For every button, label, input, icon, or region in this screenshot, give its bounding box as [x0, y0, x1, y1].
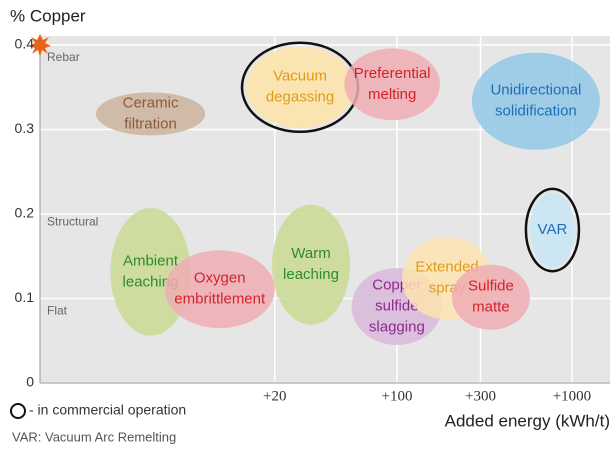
x-tick-label: +100	[382, 388, 413, 404]
item-label: slagging	[369, 318, 425, 335]
y-axis-label: % Copper	[10, 6, 86, 25]
range-ellipse	[344, 48, 440, 121]
item-label: embrittlement	[174, 291, 266, 308]
marks: Ceramic filtration Ambient leaching Oxygen em…	[95, 41, 600, 345]
item-label: Warm	[291, 245, 330, 262]
item-label: solidification	[495, 103, 577, 120]
range-ellipse	[272, 204, 350, 325]
legend-symbol	[10, 403, 26, 419]
item-label: Ceramic	[123, 94, 179, 111]
range-ellipse	[471, 52, 600, 150]
item-label: filtration	[124, 115, 177, 132]
item-label: Ambient	[123, 252, 179, 269]
legend-label: - in commercial operation	[29, 402, 186, 418]
item-label: Vacuum	[273, 68, 327, 85]
legend-note: VAR: Vacuum Arc Remelting	[12, 429, 176, 444]
x-tick-label: +1000	[553, 388, 591, 404]
item-label: Preferential	[354, 65, 431, 82]
band-label: Flat	[47, 303, 68, 317]
item-label: leaching	[123, 273, 179, 290]
item-label: VAR	[538, 221, 568, 238]
item-label: Oxygen	[194, 270, 246, 287]
item-label: Extended	[415, 259, 478, 276]
commercial-outline	[524, 187, 581, 273]
band-label: Structural	[47, 215, 98, 229]
star-marker	[29, 34, 51, 57]
x-axis-label: Added energy (kWh/t)	[445, 411, 610, 430]
item-label: sulfide	[375, 297, 418, 314]
item-label: melting	[368, 86, 416, 103]
range-ellipse	[451, 264, 530, 330]
y-tick-label: 0.4	[15, 36, 35, 52]
range-ellipse	[246, 46, 355, 128]
y-tick-label: 0.3	[15, 120, 35, 136]
x-tick-label: +300	[465, 388, 496, 404]
y-tick-label: 0	[26, 374, 34, 390]
item-label: degassing	[266, 89, 334, 106]
band-label: Rebar	[47, 50, 80, 64]
item-label: Unidirectional	[490, 82, 581, 99]
y-tick-label: 0.1	[15, 289, 35, 305]
y-tick-label: 0.2	[15, 205, 35, 221]
x-tick-label: +20	[263, 388, 286, 404]
range-ellipse	[529, 192, 575, 268]
item-label: matte	[472, 299, 510, 316]
item-label: Sulfide	[468, 278, 514, 295]
range-ellipse	[95, 92, 206, 136]
item-label: leaching	[283, 266, 339, 283]
range-ellipse	[164, 250, 275, 329]
